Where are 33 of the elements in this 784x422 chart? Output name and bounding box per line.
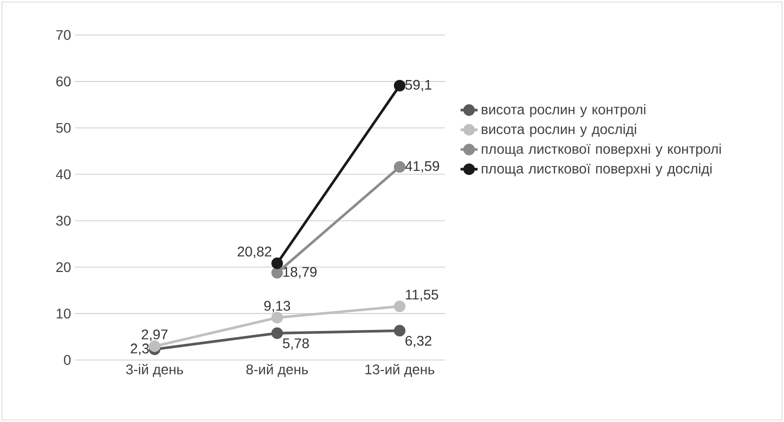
data-label: 41,59: [405, 161, 440, 173]
point: [394, 80, 406, 92]
data-label: 18,79: [283, 266, 317, 279]
y-tick-label: 70: [56, 30, 71, 40]
data-label: 6,32: [406, 336, 432, 348]
data-label: 59,1: [405, 80, 432, 92]
point: [394, 161, 406, 173]
y-tick-label: 50: [56, 122, 71, 133]
y-tick-label: 10: [56, 308, 71, 319]
x-tick-label: 3-ій день: [126, 364, 184, 377]
legend-label: висота рослин у контролі: [482, 104, 646, 118]
data-label: 2,3: [130, 344, 149, 356]
point: [271, 327, 283, 339]
data-label: 11,55: [406, 290, 438, 302]
y-tick-label: 30: [56, 216, 71, 226]
point: [394, 300, 406, 312]
x-tick-label: 8-ий день: [246, 364, 308, 377]
point: [271, 258, 283, 270]
legend-label: висота рослин у досліді: [482, 124, 636, 137]
data-label: 5,78: [282, 338, 309, 350]
y-tick-label: 0: [64, 355, 71, 365]
point: [271, 312, 283, 324]
data-label: 9,13: [264, 300, 290, 312]
legend-label: площа листкової поверхні у контролі: [482, 144, 721, 157]
legend-label: площа листкової поверхні у досліді: [482, 163, 712, 176]
point: [271, 266, 283, 279]
data-label: 20,82: [238, 246, 272, 258]
data-label: 2,97: [142, 329, 168, 342]
y-tick-label: 60: [56, 76, 71, 86]
y-tick-label: 20: [56, 262, 71, 272]
point: [394, 324, 406, 336]
y-tick-label: 40: [56, 169, 71, 180]
x-tick-label: 13-ий день: [365, 364, 434, 377]
